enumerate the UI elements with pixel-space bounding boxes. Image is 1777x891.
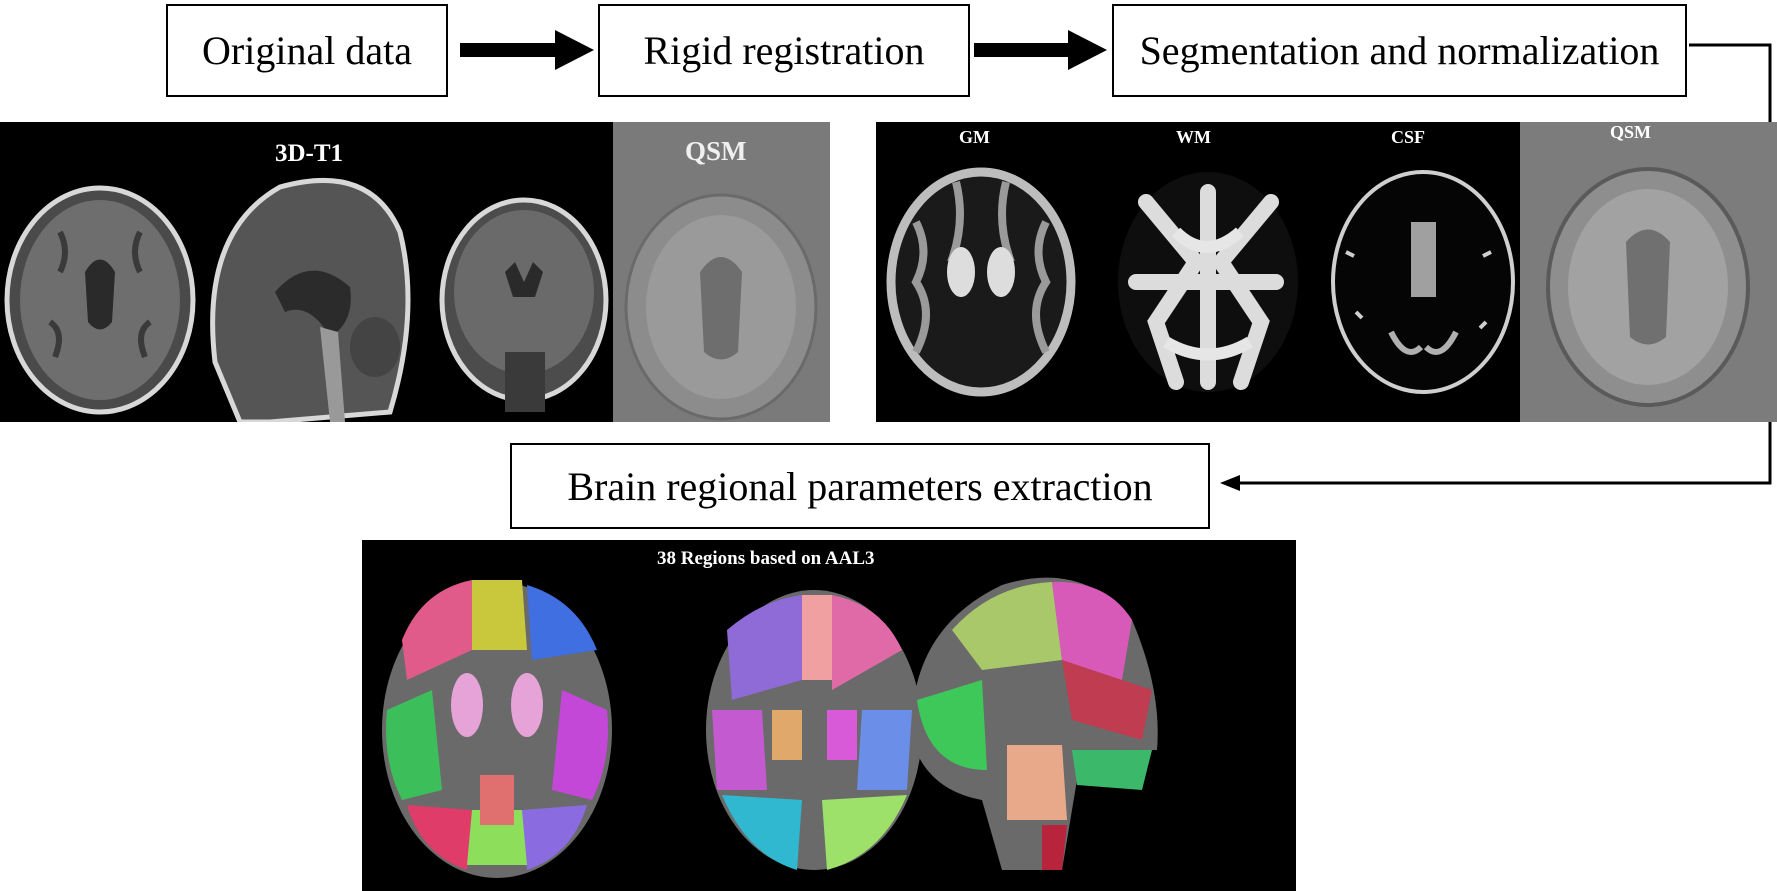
step-brain-regional-extraction: Brain regional parameters extraction (510, 443, 1210, 529)
csf-label: CSF (1391, 127, 1426, 147)
t1-axial-image (4, 122, 830, 422)
t1-label: 3D-T1 (275, 140, 344, 167)
step-extraction-label: Brain regional parameters extraction (567, 463, 1153, 509)
panel-original-images: 3D-T1 QSM (0, 122, 830, 422)
aal3-title: 38 Regions based on AAL3 (657, 548, 875, 569)
step-original-data-label: Original data (202, 28, 412, 73)
step-original-data: Original data (166, 4, 448, 97)
panel-aal3-regions: 38 Regions based on AAL3 (362, 540, 1296, 891)
gm-label: GM (959, 127, 990, 147)
step-segmentation-label: Segmentation and normalization (1139, 28, 1660, 73)
step-segmentation-normalization: Segmentation and normalization (1112, 4, 1687, 97)
aal3-region-maps (382, 577, 1158, 878)
arrow-original-to-rigid (460, 30, 594, 70)
arrow-rigid-to-segmentation (974, 30, 1107, 70)
step-rigid-registration-label: Rigid registration (643, 28, 925, 73)
step-rigid-registration: Rigid registration (598, 4, 970, 97)
segmentation-images (886, 122, 1777, 422)
arrow-head-extraction (1220, 475, 1240, 491)
qsm-label-original: QSM (685, 136, 747, 166)
wm-label: WM (1176, 127, 1211, 147)
qsm-label-segmentation: QSM (1610, 122, 1652, 142)
panel-segmentation-images: GM WM CSF QSM (876, 122, 1777, 422)
